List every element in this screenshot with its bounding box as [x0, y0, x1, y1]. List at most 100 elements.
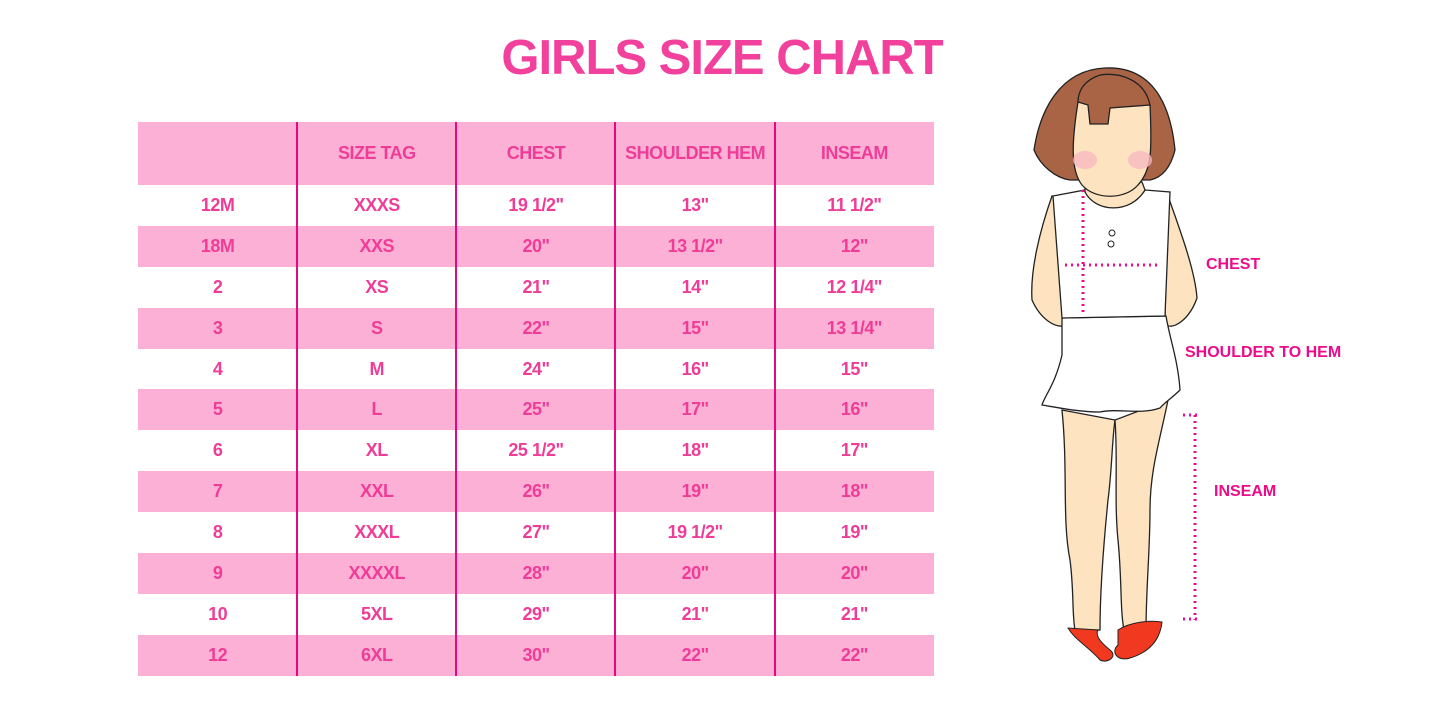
- header-cell: SHOULDER HEM: [625, 143, 766, 163]
- table-cell: S: [371, 317, 383, 338]
- table-cell: 12": [840, 235, 869, 256]
- table-cell: 25": [522, 399, 550, 420]
- table-cell: 18M: [200, 235, 235, 256]
- table-cell: 18": [840, 481, 869, 502]
- table-cell: 29": [522, 603, 550, 624]
- table-row: 4 M 24" 16" 15": [138, 349, 934, 390]
- table-cell: 5: [212, 399, 223, 420]
- table-row: 5 L 25" 17" 16": [138, 389, 934, 431]
- column-divider: [614, 122, 616, 676]
- right-leg: [1114, 398, 1169, 631]
- table-cell: XXXL: [354, 522, 400, 543]
- header-cell: INSEAM: [820, 143, 889, 163]
- chest-label: CHEST: [1206, 256, 1261, 273]
- shirt: [1052, 189, 1171, 319]
- table-cell: 26": [522, 481, 550, 502]
- table-cell: 18": [681, 440, 710, 461]
- face: [1072, 101, 1152, 197]
- table-cell: 20": [840, 562, 869, 583]
- table-row: 3 S 22" 15" 13 1/4": [138, 307, 934, 349]
- table-cell: 19": [681, 481, 710, 502]
- table-cell: 5XL: [361, 603, 393, 624]
- table-cell: XXL: [360, 481, 394, 502]
- table-cell: 16": [681, 358, 710, 379]
- table-cell: 9: [212, 562, 223, 583]
- table-cell: 7: [212, 481, 223, 502]
- table-cell: 22": [681, 644, 710, 665]
- table-cell: L: [371, 399, 383, 420]
- column-divider: [774, 122, 776, 676]
- table-cell: 21": [522, 276, 550, 297]
- cheek: [1128, 151, 1152, 169]
- table-cell: 22": [840, 644, 869, 665]
- table-cell: 13 1/2": [667, 235, 724, 256]
- inseam-label: INSEAM: [1214, 483, 1277, 500]
- header-cell: CHEST: [506, 143, 566, 163]
- table-cell: 13": [681, 194, 710, 215]
- left-leg: [1061, 409, 1116, 631]
- table-cell: M: [369, 358, 385, 379]
- cheek: [1073, 151, 1097, 169]
- table-cell: XXXXL: [348, 562, 406, 583]
- table-row: 12M XXXS 19 1/2" 13" 11 1/2": [138, 185, 934, 226]
- table-cell: 17": [840, 440, 869, 461]
- table-cell: 19": [840, 522, 869, 543]
- bangs: [1077, 73, 1151, 125]
- table-row: 18M XXS 20" 13 1/2" 12": [138, 225, 934, 267]
- right-shoe: [1114, 620, 1163, 660]
- table-cell: 13 1/4": [826, 317, 883, 338]
- page-title: GIRLS SIZE CHART: [501, 31, 943, 85]
- column-divider: [296, 122, 298, 676]
- table-header-row: SIZE TAG CHEST SHOULDER HEM INSEAM: [138, 122, 934, 185]
- column-divider: [455, 122, 457, 676]
- table-cell: XXXS: [353, 194, 401, 215]
- size-table: SIZE TAG CHEST SHOULDER HEM INSEAM 12M XX…: [138, 122, 934, 676]
- skirt: [1041, 315, 1181, 413]
- table-cell: 11 1/2": [827, 194, 882, 215]
- table-cell: 19 1/2": [667, 522, 724, 543]
- table-cell: 20": [681, 562, 710, 583]
- table-cell: 16": [840, 399, 869, 420]
- table-cell: 30": [522, 644, 550, 665]
- button-icon: [1107, 240, 1115, 248]
- button-icon: [1108, 229, 1116, 237]
- table-cell: 6: [212, 440, 223, 461]
- table-cell: 27": [522, 522, 550, 543]
- table-row: 9 XXXXL 28" 20" 20": [138, 553, 934, 594]
- table-cell: XXS: [359, 235, 395, 256]
- table-cell: 2: [212, 276, 223, 297]
- right-arm: [1164, 194, 1198, 327]
- table-cell: 24": [522, 358, 550, 379]
- table-cell: XS: [365, 276, 389, 297]
- table-cell: 21": [840, 603, 869, 624]
- table-cell: 15": [840, 358, 869, 379]
- table-cell: 15": [681, 317, 710, 338]
- header-cell: SIZE TAG: [337, 143, 416, 163]
- left-shoe: [1067, 627, 1114, 662]
- table-row: 6 XL 25 1/2" 18" 17": [138, 430, 934, 471]
- table-cell: 12M: [200, 194, 235, 215]
- table-cell: 4: [212, 358, 223, 379]
- table-row: 7 XXL 26" 19" 18": [138, 471, 934, 513]
- table-cell: 10: [208, 603, 228, 624]
- table-cell: 22": [522, 317, 550, 338]
- table-cell: 28": [522, 562, 550, 583]
- table-cell: 17": [681, 399, 710, 420]
- table-cell: 19 1/2": [508, 194, 564, 215]
- shoulder-to-hem-label: SHOULDER TO HEM: [1185, 344, 1342, 361]
- table-cell: 14": [681, 276, 710, 297]
- table-cell: 20": [522, 235, 550, 256]
- table-row: 8 XXXL 27" 19 1/2" 19": [138, 512, 934, 553]
- table-cell: 12 1/4": [826, 276, 883, 297]
- table-cell: 3: [212, 317, 223, 338]
- table-row: 2 XS 21" 14" 12 1/4": [138, 267, 934, 308]
- table-cell: 25 1/2": [508, 440, 564, 461]
- table-row: 12 6XL 30" 22" 22": [138, 634, 934, 676]
- table-cell: 12: [208, 644, 228, 665]
- table-cell: 8: [212, 522, 223, 543]
- table-cell: XL: [365, 440, 389, 461]
- table-row: 10 5XL 29" 21" 21": [138, 594, 934, 635]
- table-cell: 6XL: [361, 644, 393, 665]
- table-cell: 21": [681, 603, 710, 624]
